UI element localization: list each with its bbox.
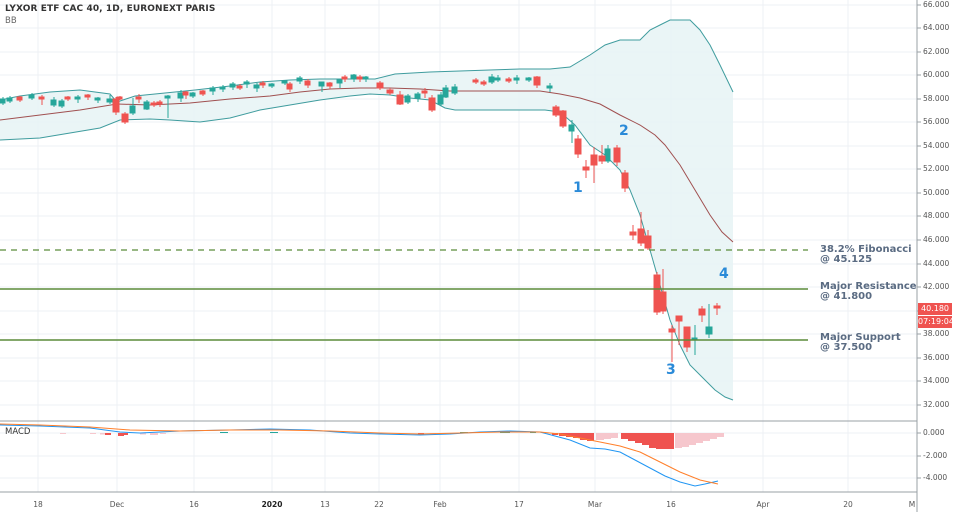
indicator-label-macd[interactable]: MACD [5,427,31,437]
fibonacci-annotation[interactable]: 38.2% Fibonacci @ 45.125 [820,245,912,265]
bollinger-basis-line [0,87,734,243]
time-tick: 13 [320,500,330,509]
support-annotation-value: @ 37.500 [820,342,873,353]
time-tick: 20 [843,500,853,509]
bollinger-fill [0,20,733,400]
last-price-tag: 40.180 [918,303,952,315]
price-tick: 44.000 [923,259,950,268]
wave-label-2[interactable]: 2 [619,123,629,139]
time-tick: 18 [33,500,43,509]
time-tick: Dec [109,500,125,509]
price-tick: 52.000 [923,164,950,173]
price-tick: 64.000 [923,23,950,32]
price-tick: 62.000 [923,47,950,56]
price-tick: 54.000 [923,141,950,150]
time-tick: 2020 [261,500,283,509]
chart-title: LYXOR ETF CAC 40, 1D, EURONEXT PARIS [5,4,216,14]
bollinger-lower-line [0,93,734,401]
macd-tick: 0.000 [923,428,945,437]
macd-tick: -4.000 [923,473,948,482]
bollinger-upper-line [0,19,734,103]
price-tick: 50.000 [923,188,950,197]
time-tick: 16 [666,500,676,509]
gridlines [0,0,917,492]
fibonacci-annotation-value: @ 45.125 [820,254,873,265]
price-tick: 42.000 [923,282,950,291]
time-tick: 16 [189,500,199,509]
price-tick: 46.000 [923,235,950,244]
price-tick: 38.000 [923,329,950,338]
price-tick: 60.000 [923,70,950,79]
price-tick: 58.000 [923,94,950,103]
time-tick: 17 [514,500,524,509]
wave-label-1[interactable]: 1 [573,180,583,196]
support-annotation-title: Major Support [820,332,901,343]
bar-countdown-tag: 07:19:04 [918,316,954,328]
price-tick: 48.000 [923,211,950,220]
price-axis-ticks [917,4,921,479]
candlesticks [0,74,721,362]
wave-label-4[interactable]: 4 [719,266,729,282]
support-annotation[interactable]: Major Support @ 37.500 [820,333,901,353]
resistance-annotation-title: Major Resistance [820,281,917,292]
macd-tick: -2.000 [923,451,948,460]
time-tick: 22 [374,500,384,509]
price-tick: 66.000 [923,0,950,9]
indicator-label-bb[interactable]: BB [5,16,17,26]
macd-histogram [60,432,724,449]
macd-line [0,424,719,487]
price-tick: 32.000 [923,400,950,409]
resistance-annotation-value: @ 41.800 [820,291,873,302]
price-tick: 34.000 [923,376,950,385]
time-tick: Feb [433,500,447,509]
signal-line [0,423,719,485]
price-tick: 36.000 [923,353,950,362]
price-tick: 56.000 [923,117,950,126]
time-tick: M [908,500,916,509]
wave-label-3[interactable]: 3 [666,362,676,378]
resistance-annotation[interactable]: Major Resistance @ 41.800 [820,282,917,302]
fibonacci-annotation-title: 38.2% Fibonacci [820,244,912,255]
time-tick: Mar [587,500,603,509]
time-tick: Apr [756,500,770,509]
